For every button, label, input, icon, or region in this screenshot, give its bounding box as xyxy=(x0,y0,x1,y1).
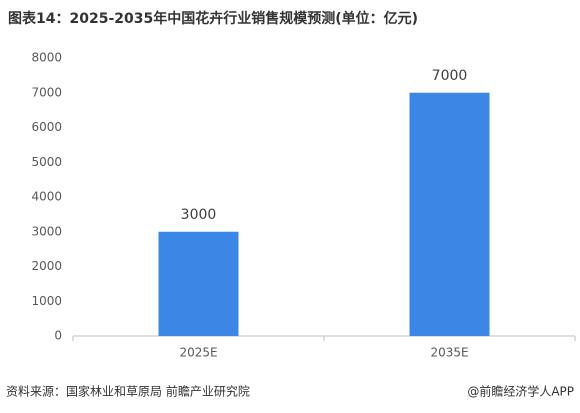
x-tick-label: 2035E xyxy=(430,346,468,360)
chart-title: 图表14：2025-2035年中国花卉行业销售规模预测(单位：亿元) xyxy=(8,10,418,27)
y-tick-label: 5000 xyxy=(31,155,62,169)
y-tick-label: 4000 xyxy=(31,190,62,204)
source: 资料来源：国家林业和草原局 前瞻产业研究院 xyxy=(6,384,250,399)
y-tick-label: 1000 xyxy=(31,294,62,308)
y-tick-label: 6000 xyxy=(31,120,62,134)
credit: @前瞻经济学人APP xyxy=(467,384,574,399)
value-label: 3000 xyxy=(181,207,217,223)
y-tick-label: 8000 xyxy=(31,51,62,65)
value-label: 7000 xyxy=(432,68,468,84)
y-tick-label: 2000 xyxy=(31,259,62,273)
y-tick-label: 7000 xyxy=(31,85,62,99)
bar xyxy=(158,231,239,336)
x-tick-label: 2025E xyxy=(179,346,217,360)
y-tick-label: 3000 xyxy=(31,224,62,238)
y-tick-label: 0 xyxy=(54,329,62,343)
bar xyxy=(409,92,490,336)
